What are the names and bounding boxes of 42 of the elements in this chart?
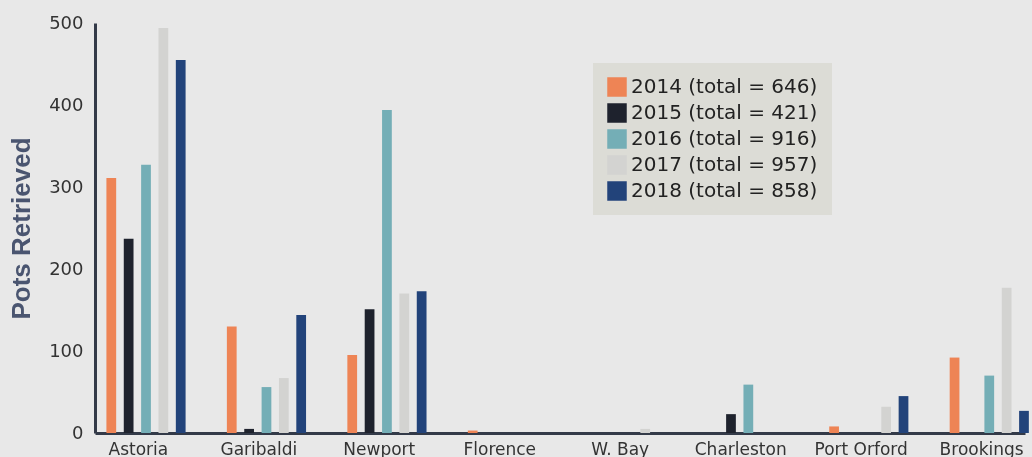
y-tick-label: 500 (49, 11, 84, 33)
bar (226, 326, 237, 433)
bar (347, 355, 358, 433)
y-axis-title: Pots Retrieved (6, 137, 37, 320)
bar (123, 238, 134, 433)
bar (743, 384, 754, 433)
y-tick-label: 100 (49, 339, 84, 361)
bar (106, 177, 117, 433)
legend-label: 2017 (total = 957) (631, 152, 818, 176)
bar (158, 27, 169, 433)
bar (984, 375, 995, 433)
bar (399, 293, 410, 433)
x-tick-label: Astoria (108, 438, 169, 457)
bar (296, 314, 307, 433)
y-tick-label: 0 (72, 421, 84, 443)
bar (141, 164, 151, 433)
legend-label: 2016 (total = 916) (631, 126, 818, 150)
bar (726, 414, 736, 433)
bar (829, 426, 839, 433)
bar (416, 291, 427, 433)
bar (949, 357, 960, 433)
bar (261, 387, 272, 433)
bar (881, 406, 892, 433)
legend-label: 2015 (total = 421) (631, 100, 818, 124)
x-tick-label: Port Orford (814, 438, 908, 457)
x-tick-label: Charleston (694, 438, 787, 457)
bar (898, 396, 909, 433)
bar (175, 59, 186, 433)
x-tick-label: Florence (463, 438, 537, 457)
bar (640, 428, 651, 433)
bar (244, 428, 254, 433)
y-tick-label: 200 (49, 257, 84, 279)
bar (364, 309, 375, 433)
y-tick-label: 300 (49, 175, 84, 197)
x-tick-label: Garibaldi (220, 438, 298, 457)
bar (1001, 287, 1012, 433)
bar (1019, 410, 1029, 433)
y-tick-label: 400 (49, 93, 84, 115)
bar (278, 378, 289, 433)
legend-label: 2014 (total = 646) (631, 74, 818, 98)
bar (382, 109, 392, 433)
legend-label: 2018 (total = 858) (631, 178, 818, 202)
